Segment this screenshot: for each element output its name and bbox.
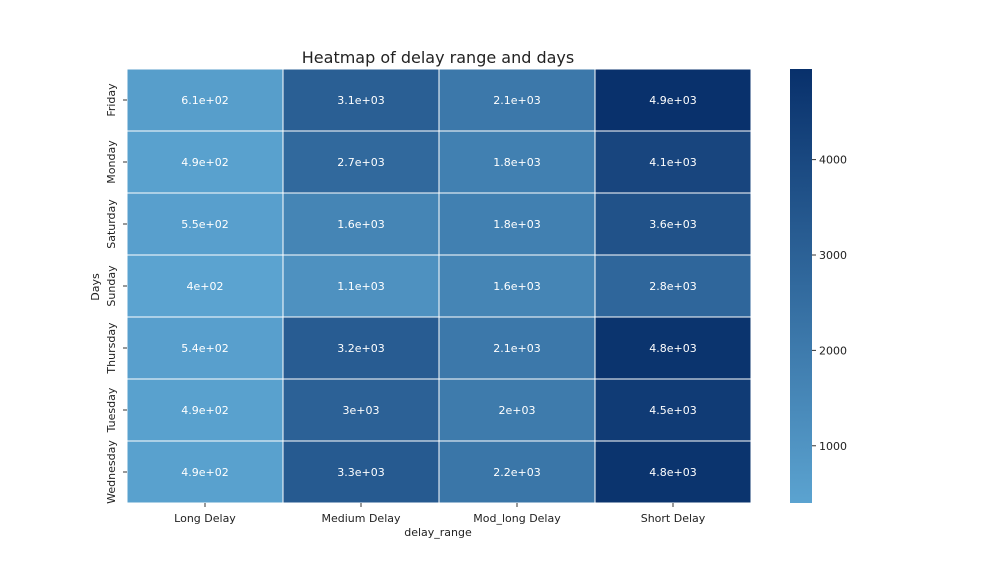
- heatmap-cell: [594, 68, 752, 132]
- cell-annotation: 4e+02: [187, 280, 224, 293]
- cell-annotation: 4.9e+03: [649, 94, 696, 107]
- cell-annotation: 3.6e+03: [649, 218, 696, 231]
- heatmap-cell: [438, 440, 596, 504]
- chart-title: Heatmap of delay range and days: [302, 48, 574, 67]
- cell-annotation: 1.8e+03: [493, 156, 540, 169]
- heatmap-cell: [282, 378, 440, 442]
- heatmap-cell: [126, 378, 284, 442]
- x-tick-label: Medium Delay: [321, 512, 401, 525]
- cell-annotation: 1.8e+03: [493, 218, 540, 231]
- cell-annotation: 2.1e+03: [493, 94, 540, 107]
- cell-annotation: 4.9e+02: [181, 404, 228, 417]
- cell-annotation: 5.4e+02: [181, 342, 228, 355]
- cell-annotation: 4.9e+02: [181, 466, 228, 479]
- colorbar-ticks: 1000 2000 3000 4000: [812, 154, 847, 453]
- heatmap-cell: [282, 68, 440, 132]
- x-tick-label: Long Delay: [174, 512, 236, 525]
- heatmap-cell: [594, 254, 752, 318]
- cell-annotation: 3.1e+03: [337, 94, 384, 107]
- heatmap-cell: [126, 68, 284, 132]
- y-tick-label: Saturday: [105, 199, 118, 249]
- heatmap-cell: [126, 254, 284, 318]
- cell-annotation: 2.8e+03: [649, 280, 696, 293]
- cell-annotation: 1.6e+03: [337, 218, 384, 231]
- heatmap-cell: [594, 440, 752, 504]
- cell-annotation: 6.1e+02: [181, 94, 228, 107]
- colorbar-tick-label: 3000: [819, 249, 847, 262]
- y-tick-label: Friday: [105, 83, 118, 117]
- y-tick-label: Monday: [105, 140, 118, 184]
- colorbar-tick-label: 1000: [819, 440, 847, 453]
- colorbar: [790, 69, 812, 503]
- heatmap-cell: [282, 316, 440, 380]
- cell-annotation: 4.8e+03: [649, 342, 696, 355]
- heatmap-cells: [126, 68, 752, 504]
- heatmap-cell: [594, 378, 752, 442]
- y-tick-label: Thursday: [105, 322, 118, 375]
- x-tick-label: Short Delay: [641, 512, 706, 525]
- y-tick-label: Tuesday: [105, 387, 118, 433]
- cell-annotation: 5.5e+02: [181, 218, 228, 231]
- x-tick-label: Mod_long Delay: [473, 512, 561, 525]
- cell-annotation: 2e+03: [499, 404, 536, 417]
- colorbar-tick-label: 2000: [819, 344, 847, 357]
- heatmap-cell: [282, 254, 440, 318]
- cell-annotation: 4.9e+02: [181, 156, 228, 169]
- heatmap-annotations: 6.1e+02 3.1e+03 2.1e+03 4.9e+03 4.9e+02 2.7e+…: [181, 94, 696, 479]
- cell-annotation: 2.2e+03: [493, 466, 540, 479]
- x-axis-ticks: Long Delay Medium Delay Mod_long Delay Shor…: [174, 503, 706, 525]
- heatmap-cell: [594, 130, 752, 194]
- colorbar-tick-label: 4000: [819, 154, 847, 167]
- cell-annotation: 1.6e+03: [493, 280, 540, 293]
- heatmap-cell: [594, 192, 752, 256]
- x-axis-label: delay_range: [404, 526, 472, 539]
- heatmap-cell: [126, 130, 284, 194]
- y-tick-label: Sunday: [105, 265, 118, 307]
- cell-annotation: 1.1e+03: [337, 280, 384, 293]
- heatmap-cell: [438, 254, 596, 318]
- cell-annotation: 3.3e+03: [337, 466, 384, 479]
- cell-annotation: 4.5e+03: [649, 404, 696, 417]
- y-tick-label: Wednesday: [105, 440, 118, 504]
- cell-annotation: 2.1e+03: [493, 342, 540, 355]
- heatmap-cell: [438, 316, 596, 380]
- cell-annotation: 3e+03: [343, 404, 380, 417]
- cell-annotation: 4.1e+03: [649, 156, 696, 169]
- heatmap-cell: [126, 316, 284, 380]
- y-axis-label: Days: [89, 273, 102, 301]
- y-axis-ticks: Friday Monday Saturday Sunday Thursday Tuesda…: [105, 83, 127, 504]
- heatmap-cell: [282, 130, 440, 194]
- heatmap-cell: [126, 440, 284, 504]
- heatmap-cell: [438, 68, 596, 132]
- cell-annotation: 3.2e+03: [337, 342, 384, 355]
- heatmap-cell: [594, 316, 752, 380]
- heatmap-cell: [438, 378, 596, 442]
- cell-annotation: 2.7e+03: [337, 156, 384, 169]
- heatmap-cell: [282, 192, 440, 256]
- cell-annotation: 4.8e+03: [649, 466, 696, 479]
